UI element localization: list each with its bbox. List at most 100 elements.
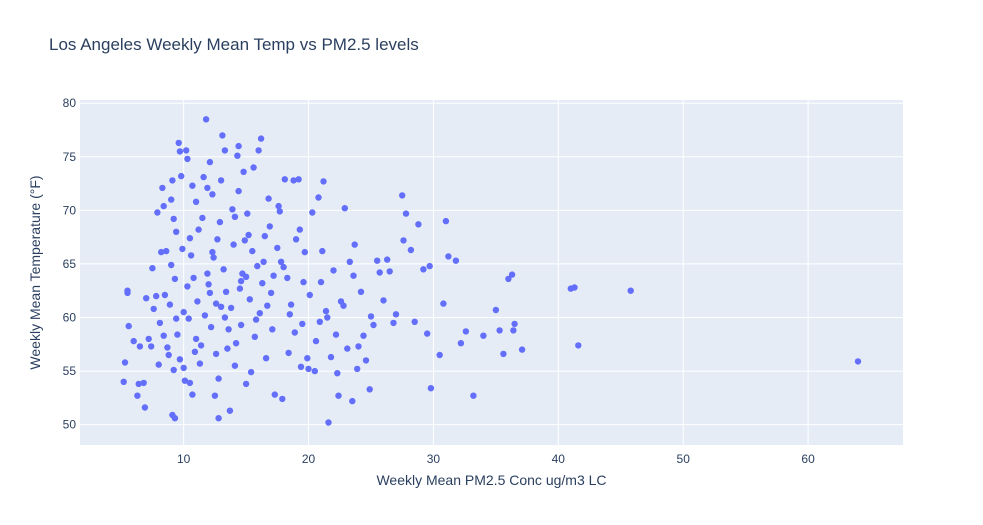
data-point [854, 358, 862, 365]
data-point [386, 268, 393, 275]
data-point [256, 310, 263, 317]
data-point [189, 182, 196, 189]
data-point [216, 218, 224, 226]
data-point [300, 278, 307, 286]
data-point [508, 271, 516, 278]
data-point [380, 297, 387, 304]
data-point [299, 320, 306, 328]
x-tick-label: 50 [677, 452, 691, 466]
data-point [402, 210, 410, 217]
data-point [260, 258, 267, 265]
data-point [392, 311, 400, 318]
data-point [161, 291, 169, 299]
data-point [160, 202, 167, 210]
data-point [255, 147, 262, 154]
data-point [209, 248, 216, 256]
x-tick-label: 30 [427, 452, 441, 466]
data-point [212, 350, 220, 358]
data-point [480, 332, 487, 339]
data-point [269, 326, 276, 333]
data-point [327, 353, 335, 361]
data-point [280, 263, 287, 271]
data-point [266, 223, 273, 230]
data-point [311, 367, 318, 375]
data-point [200, 173, 207, 181]
chart-title: Los Angeles Weekly Mean Temp vs PM2.5 le… [49, 35, 419, 54]
data-point [145, 335, 152, 343]
data-point [169, 177, 176, 184]
data-point [204, 270, 211, 277]
data-point [511, 320, 518, 328]
data-point [292, 236, 300, 243]
data-point [510, 327, 517, 334]
data-point [315, 194, 322, 201]
data-point [370, 321, 377, 329]
data-point [262, 355, 270, 362]
data-point [442, 217, 450, 225]
data-point [267, 289, 275, 297]
data-point [125, 322, 132, 330]
data-point [168, 261, 175, 269]
data-point [354, 365, 361, 373]
data-point [225, 326, 232, 333]
data-point [210, 254, 217, 261]
x-tick-label: 60 [801, 452, 815, 466]
data-point [426, 262, 433, 270]
x-tick-label: 40 [552, 452, 566, 466]
data-point [201, 312, 209, 319]
x-axis-label: Weekly Mean PM2.5 Conc ug/m3 LC [376, 472, 606, 488]
data-point [120, 378, 127, 385]
data-point [276, 208, 283, 215]
data-point [163, 247, 170, 255]
data-point [240, 168, 247, 175]
data-point [186, 379, 194, 387]
data-point [349, 397, 356, 405]
data-point [164, 344, 171, 351]
y-tick-label: 75 [63, 150, 77, 164]
data-point [281, 176, 288, 183]
data-point [376, 269, 383, 276]
data-point [135, 380, 142, 388]
data-point [189, 391, 196, 398]
data-point [350, 272, 357, 279]
data-point [212, 300, 220, 307]
data-point [286, 311, 293, 318]
data-point [251, 333, 258, 340]
data-point [226, 407, 234, 414]
data-point [185, 315, 192, 322]
data-point [427, 385, 435, 392]
data-point [176, 356, 184, 363]
data-point [341, 205, 348, 212]
data-point [173, 315, 180, 322]
data-point [445, 253, 452, 260]
data-point [324, 314, 331, 321]
y-axis-label: Weekly Mean Temperature (°F) [27, 175, 43, 369]
data-point [355, 343, 362, 350]
x-tick-label: 10 [177, 452, 191, 466]
data-point [183, 147, 190, 154]
data-point [415, 221, 422, 228]
data-point [291, 329, 298, 336]
data-point [130, 337, 137, 345]
data-point [195, 226, 202, 233]
data-point [301, 248, 308, 256]
data-point [440, 300, 447, 307]
data-point [235, 187, 242, 195]
y-tick-labels: 50 55 60 65 70 75 80 [63, 96, 77, 431]
data-point [518, 346, 526, 353]
data-point [249, 247, 256, 255]
data-point [284, 274, 291, 282]
data-point [400, 237, 407, 244]
data-point [221, 147, 229, 154]
data-point [170, 366, 177, 374]
data-point [247, 368, 255, 376]
data-point [184, 155, 191, 163]
data-point [215, 375, 222, 382]
data-point [252, 316, 260, 323]
data-point [206, 289, 214, 297]
data-point [173, 228, 180, 235]
x-tick-labels: 10 20 30 40 50 60 [177, 452, 815, 466]
data-point [229, 206, 236, 213]
y-tick-label: 65 [63, 257, 77, 271]
